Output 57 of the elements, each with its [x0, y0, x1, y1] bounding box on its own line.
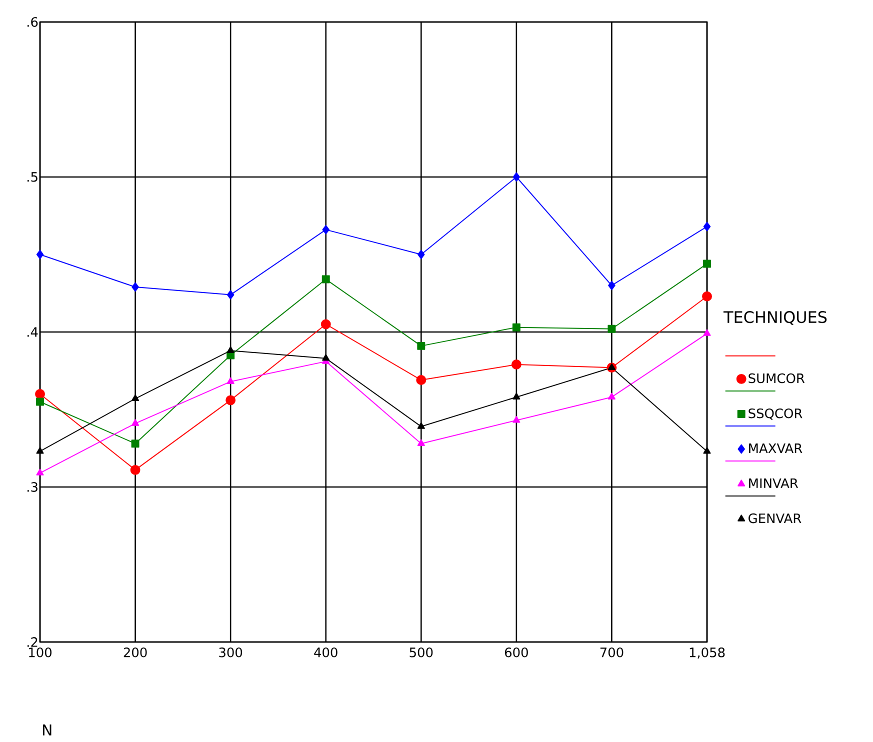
point [702, 291, 712, 302]
point [512, 416, 520, 423]
y-tick-label: .2 [28, 637, 38, 647]
x-tick-label: 700 [600, 648, 624, 658]
point [608, 392, 616, 400]
y-tick-label: .5 [28, 172, 38, 182]
x-tick-label: 100 [29, 648, 52, 658]
y-tick-label: .3 [28, 482, 38, 492]
y-tick-label: .6 [28, 17, 38, 27]
point [608, 324, 616, 333]
point [132, 419, 140, 426]
point [36, 398, 44, 406]
point [226, 395, 236, 406]
point [703, 329, 711, 336]
point [417, 439, 425, 446]
x-tick-label: 400 [314, 648, 338, 658]
point [322, 275, 330, 284]
point [512, 172, 520, 182]
point [417, 342, 426, 350]
point [36, 447, 44, 454]
point [417, 422, 425, 429]
point [132, 394, 140, 402]
legend-label: SSQCOR [748, 408, 802, 420]
point [130, 464, 140, 475]
point [512, 323, 520, 332]
point [35, 389, 45, 399]
point [608, 363, 616, 370]
point [132, 282, 139, 292]
x-tick-label: 500 [410, 648, 433, 658]
x-tick-label: 200 [124, 648, 147, 658]
legend-title: TECHNIQUES [723, 311, 827, 325]
point [703, 447, 711, 454]
point [36, 468, 44, 476]
x-axis-title: N [42, 724, 52, 736]
point [226, 346, 234, 353]
point [416, 375, 426, 386]
point [322, 225, 330, 234]
legend-label: MAXVAR [749, 444, 802, 453]
legend-label: SUMCOR [748, 373, 805, 384]
point [131, 440, 140, 448]
point [418, 250, 425, 260]
point [511, 360, 522, 370]
point [608, 280, 616, 290]
x-tick-label: 600 [504, 648, 528, 658]
point [320, 319, 331, 330]
x-tick-label: 1,058 [690, 648, 725, 659]
legend-label: MINVAR [749, 478, 798, 488]
point [512, 392, 520, 400]
point [703, 222, 711, 232]
point [226, 377, 234, 384]
point [36, 250, 44, 260]
y-tick-label: .4 [28, 327, 38, 337]
point [322, 354, 330, 361]
legend-label: GENVAR [748, 513, 802, 524]
x-tick-label: 300 [219, 648, 242, 658]
point [226, 290, 234, 300]
point [703, 260, 711, 268]
